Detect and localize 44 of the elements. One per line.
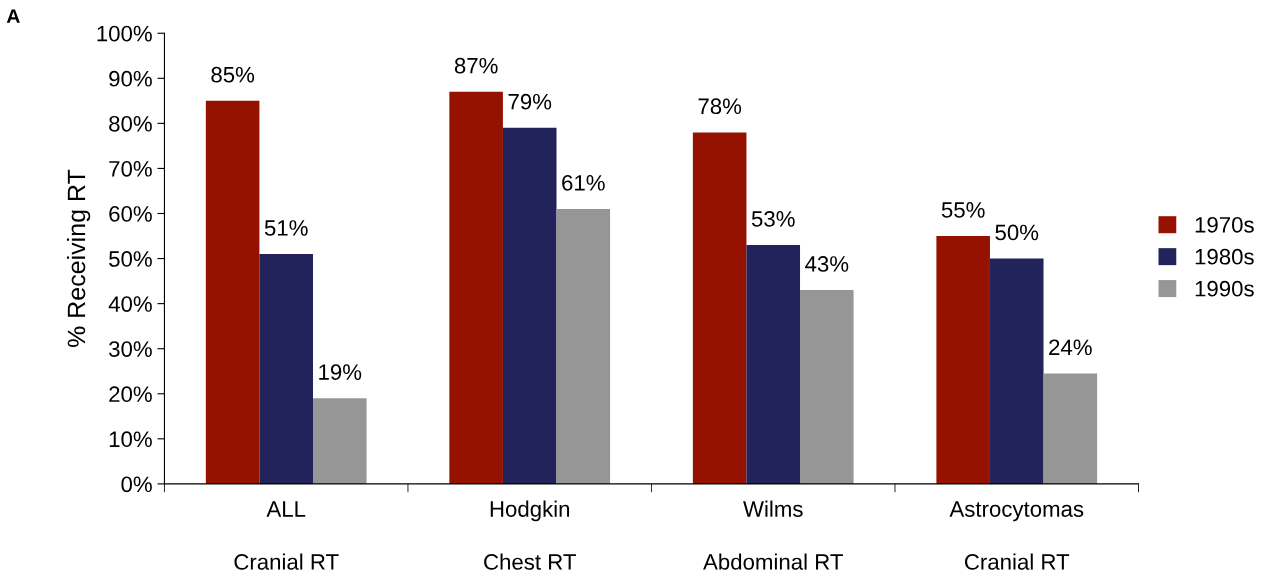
y-tick-label: 60% bbox=[109, 206, 152, 222]
text: A bbox=[6, 9, 20, 23]
legend-label: 1980s bbox=[1195, 248, 1254, 265]
bar bbox=[556, 208, 611, 484]
y-tick-label: 40% bbox=[108, 296, 152, 312]
bar bbox=[989, 258, 1044, 484]
y-tick-label: 70% bbox=[109, 160, 152, 177]
data-label: 51% bbox=[264, 220, 308, 236]
bar bbox=[800, 290, 854, 484]
data-label: 61% bbox=[562, 174, 605, 191]
data-label: 43% bbox=[805, 256, 849, 272]
bar bbox=[259, 254, 313, 484]
y-tick-label: 80% bbox=[109, 115, 152, 132]
data-label: 24% bbox=[1049, 339, 1092, 356]
legend-label: 1990s bbox=[1195, 280, 1254, 297]
legend-label: 1970s bbox=[1195, 216, 1254, 233]
bar bbox=[936, 236, 990, 484]
data-label: 79% bbox=[508, 93, 552, 110]
data-label: 19% bbox=[319, 364, 362, 380]
bar bbox=[449, 91, 503, 484]
y-tick-label: 50% bbox=[109, 251, 152, 267]
data-label: 50% bbox=[995, 224, 1039, 241]
category-label: Wilms Abdominal RT bbox=[703, 500, 843, 570]
category-label: Hodgkin Chest RT bbox=[484, 500, 576, 570]
y-tick-label: 10% bbox=[109, 431, 152, 448]
bar bbox=[312, 398, 367, 484]
category-label: ALL Cranial RT bbox=[234, 501, 339, 570]
bar bbox=[746, 245, 801, 484]
bar bbox=[1043, 373, 1098, 484]
y-tick-label: 90% bbox=[109, 70, 152, 87]
bar bbox=[502, 127, 557, 484]
bar bbox=[205, 100, 260, 484]
data-label: 55% bbox=[941, 202, 985, 218]
y-tick-label: 100% bbox=[97, 25, 152, 42]
bar bbox=[692, 132, 747, 484]
data-label: 87% bbox=[454, 57, 498, 74]
y-tick-label: 20% bbox=[109, 386, 152, 403]
y-tick-label: 30% bbox=[109, 341, 152, 357]
y-axis-title: % Receiving RT bbox=[66, 169, 91, 348]
data-label: 85% bbox=[211, 66, 255, 83]
y-tick-label: 0% bbox=[121, 476, 152, 493]
category-label: Astrocytomas Cranial RT bbox=[949, 501, 1084, 570]
data-label: 78% bbox=[698, 98, 742, 115]
data-label: 53% bbox=[751, 211, 795, 227]
